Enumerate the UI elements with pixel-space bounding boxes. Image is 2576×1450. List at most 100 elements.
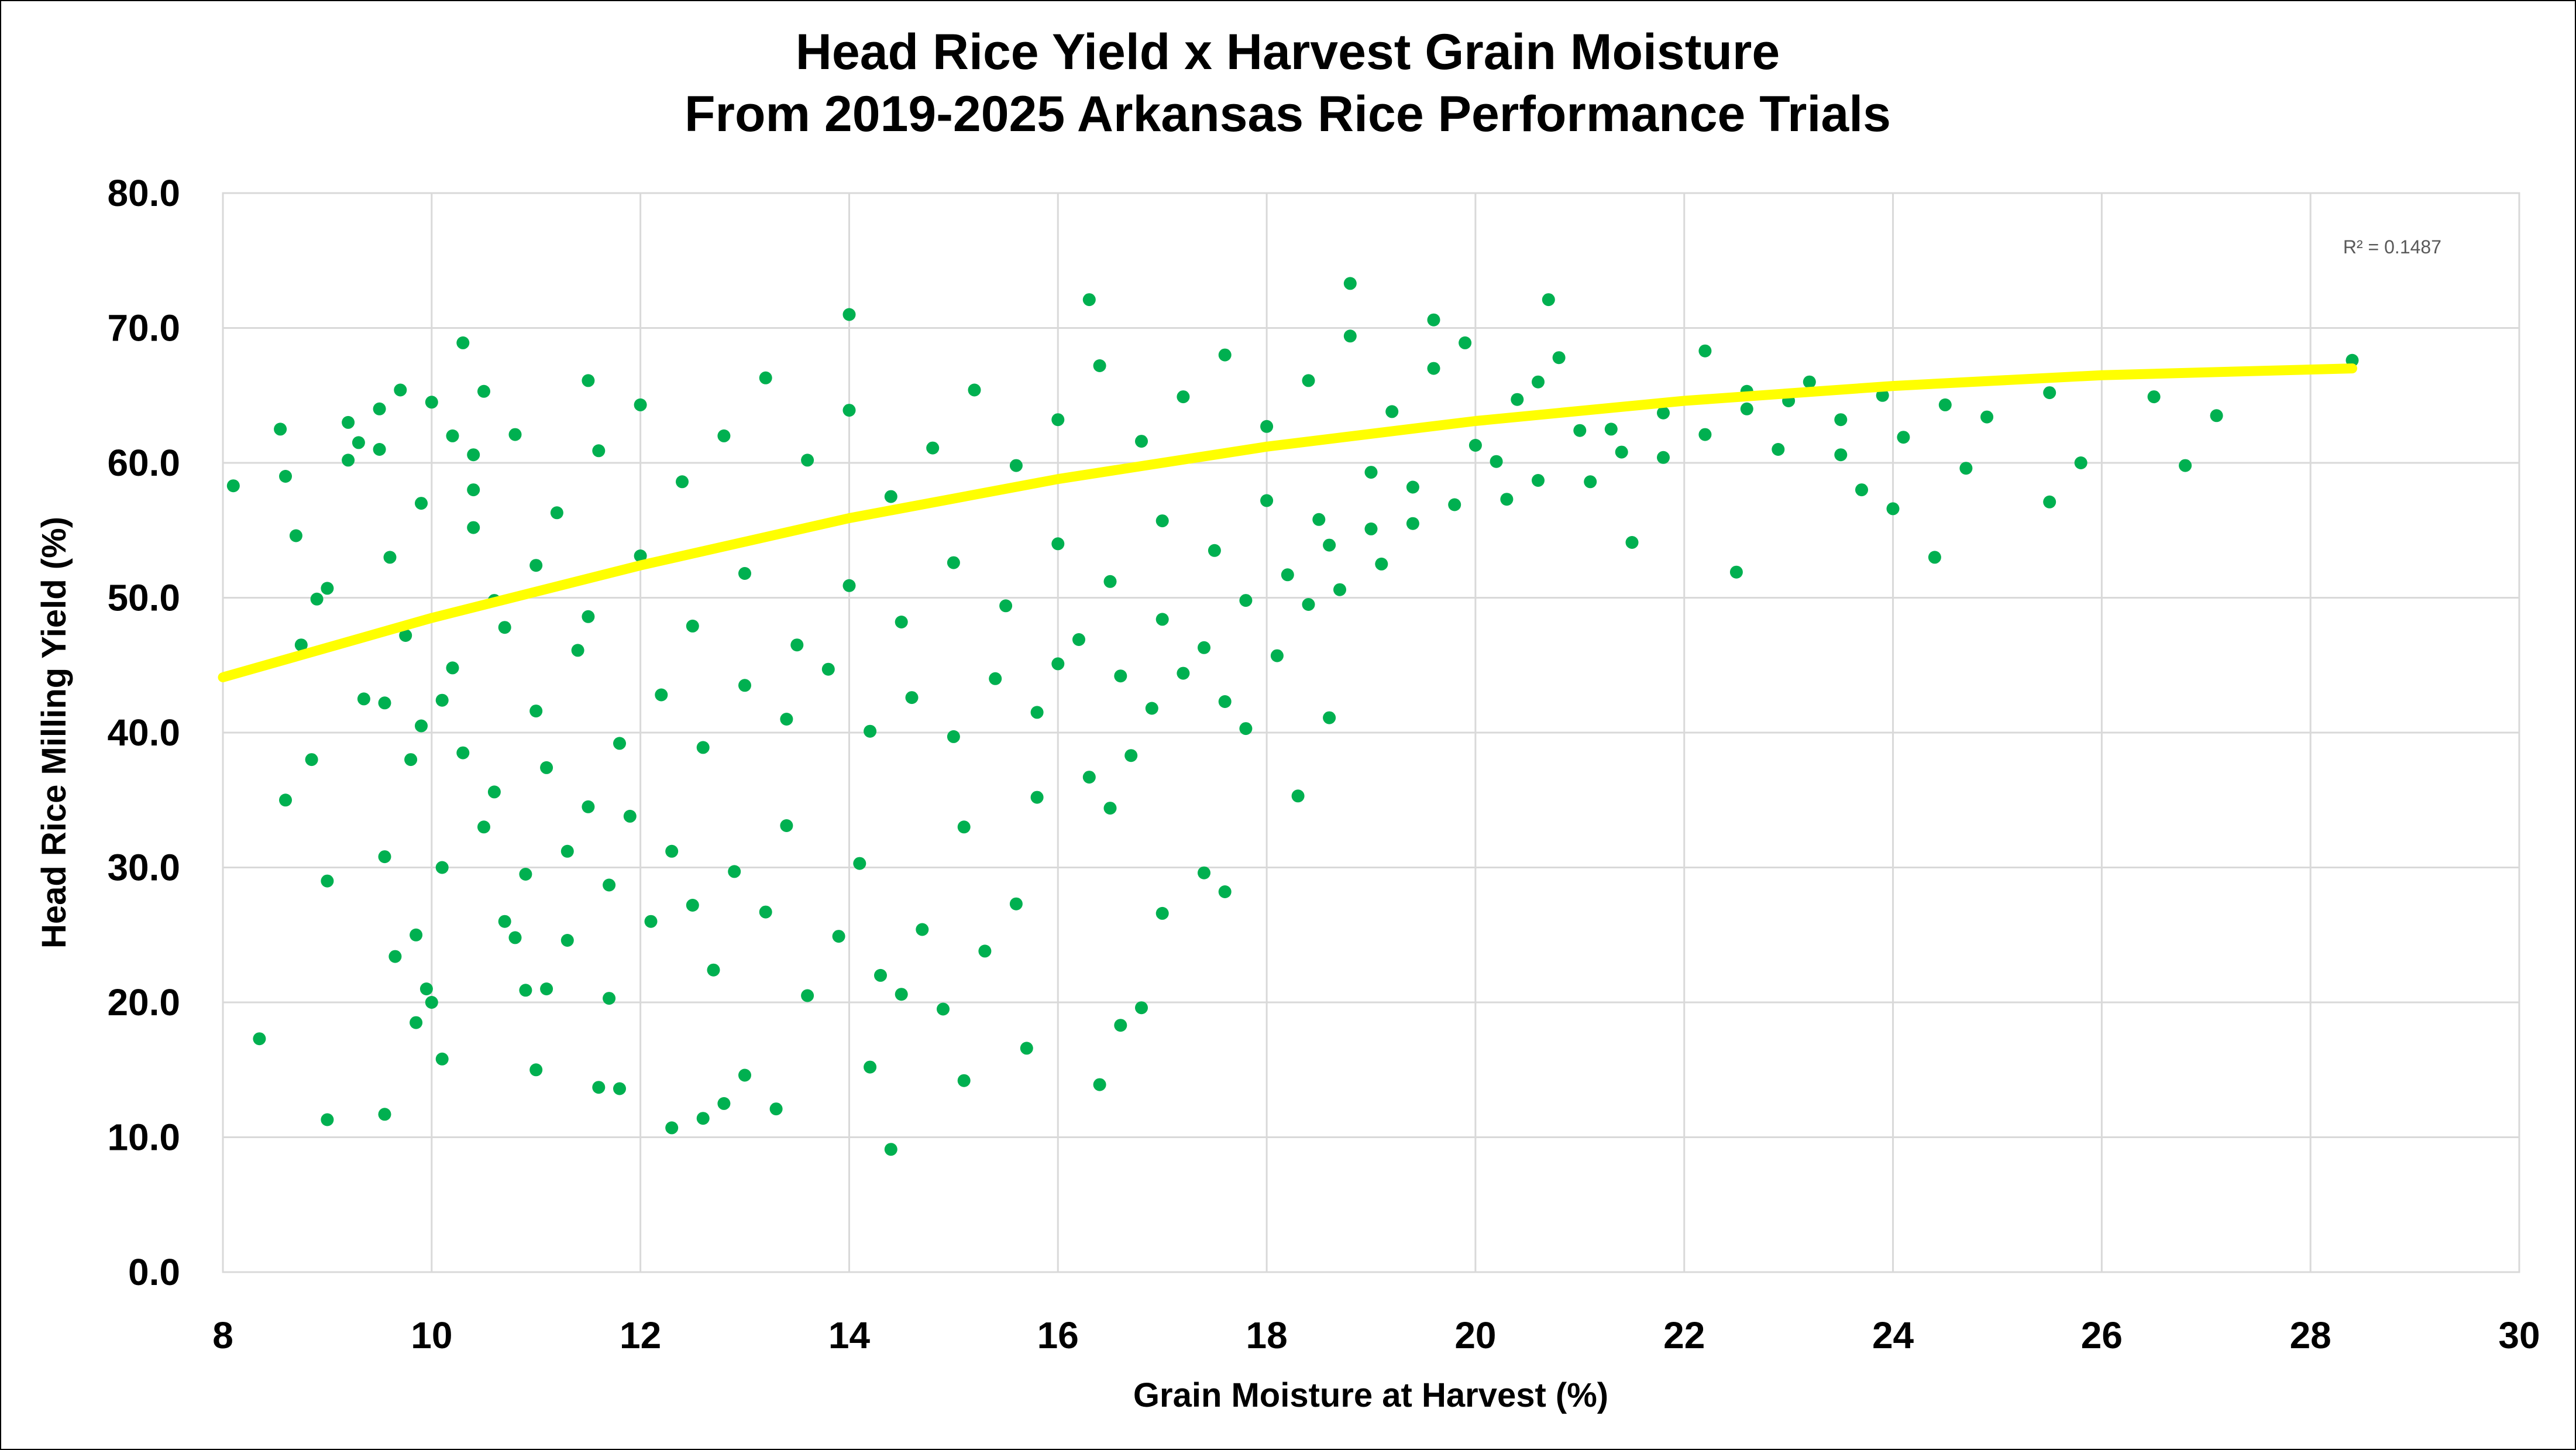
data-point — [603, 992, 616, 1005]
data-point — [1584, 475, 1597, 489]
data-point — [560, 844, 574, 858]
data-point — [289, 529, 302, 542]
data-point — [1375, 557, 1388, 571]
data-point — [1103, 802, 1117, 815]
data-point — [884, 1143, 897, 1156]
x-tick-label: 22 — [1663, 1314, 1705, 1356]
data-point — [394, 383, 407, 397]
x-tick-label: 14 — [828, 1314, 871, 1356]
data-point — [274, 422, 287, 436]
data-point — [1009, 459, 1023, 472]
data-point — [508, 931, 522, 944]
data-point — [592, 444, 606, 458]
x-tick-label: 28 — [2290, 1314, 2331, 1356]
data-point — [519, 868, 532, 881]
y-tick-label: 0.0 — [128, 1251, 180, 1293]
data-point — [634, 549, 647, 562]
data-point — [1155, 906, 1169, 920]
data-point — [1532, 474, 1545, 487]
data-point — [467, 521, 480, 534]
data-point — [1082, 771, 1096, 784]
data-point — [1552, 351, 1566, 365]
data-point — [2074, 456, 2087, 469]
data-point — [842, 579, 856, 592]
y-axis-ticks: 0.0 10.0 20.0 30.0 40.0 50.0 60.0 70.0 80.0 — [107, 172, 180, 1293]
data-point — [1729, 565, 1743, 579]
data-point — [487, 785, 501, 799]
data-point — [529, 705, 543, 718]
data-point — [1198, 866, 1210, 879]
data-point — [926, 441, 940, 455]
data-point — [842, 308, 856, 321]
data-point — [415, 497, 428, 510]
x-tick-label: 10 — [411, 1314, 452, 1356]
data-point — [1177, 390, 1190, 404]
data-point — [1124, 749, 1138, 762]
data-point — [1959, 462, 1973, 475]
data-point — [613, 737, 626, 750]
data-point — [2043, 386, 2056, 400]
data-point — [1323, 711, 1336, 724]
data-point — [864, 724, 877, 738]
y-axis-label: Head Rice Milling Yield (%) — [35, 517, 73, 949]
data-point — [321, 1113, 334, 1126]
data-point — [1698, 344, 1712, 358]
gridlines — [222, 192, 2520, 1273]
data-point — [1218, 695, 1232, 708]
data-point — [1980, 410, 1994, 424]
data-point — [1364, 466, 1378, 479]
data-point — [342, 415, 355, 429]
data-point — [342, 453, 355, 467]
data-point — [305, 753, 318, 767]
data-point — [1051, 537, 1065, 551]
data-point — [623, 809, 637, 823]
y-tick-label: 60.0 — [107, 442, 180, 484]
data-point — [686, 899, 699, 912]
data-point — [1260, 420, 1274, 433]
data-point — [582, 374, 595, 387]
data-point — [1886, 502, 1900, 516]
data-point — [383, 551, 397, 564]
data-point — [1302, 598, 1315, 611]
data-point — [665, 1121, 679, 1135]
data-point — [717, 429, 731, 442]
data-point — [388, 950, 402, 963]
data-point — [435, 861, 449, 874]
data-point — [1855, 483, 1868, 497]
data-point — [790, 638, 804, 652]
trendline — [218, 363, 2357, 682]
data-point — [253, 1032, 266, 1046]
data-point — [1427, 362, 1440, 375]
data-point — [446, 429, 459, 442]
r-squared-label: R² = 0.1487 — [2343, 236, 2441, 257]
data-point — [279, 793, 292, 807]
data-point — [1500, 493, 1514, 506]
data-point — [378, 850, 391, 864]
data-point — [1625, 536, 1639, 549]
data-point — [404, 753, 418, 767]
data-point — [738, 567, 751, 580]
data-point — [1072, 633, 1085, 646]
data-point — [853, 857, 866, 870]
x-axis-ticks: 8 10 12 14 16 18 20 22 24 26 28 30 — [212, 1314, 2540, 1356]
data-point — [1270, 649, 1284, 662]
data-point — [801, 453, 814, 467]
data-point — [937, 1002, 950, 1016]
data-point — [989, 672, 1002, 685]
data-point — [1834, 448, 1848, 462]
data-point — [884, 490, 897, 503]
data-point — [968, 383, 981, 397]
data-point — [498, 621, 511, 634]
data-point — [821, 662, 835, 676]
data-point — [686, 619, 699, 633]
y-tick-label: 70.0 — [107, 307, 180, 349]
data-point — [2210, 409, 2223, 422]
data-point — [1604, 422, 1618, 436]
chart-title-line-2: From 2019-2025 Arkansas Rice Performance… — [685, 86, 1891, 142]
chart-title-line-1: Head Rice Yield x Harvest Grain Moisture — [796, 24, 1780, 80]
data-point — [1114, 1019, 1127, 1032]
data-point — [1532, 375, 1545, 389]
data-point — [1198, 641, 1210, 654]
data-point — [399, 629, 412, 642]
